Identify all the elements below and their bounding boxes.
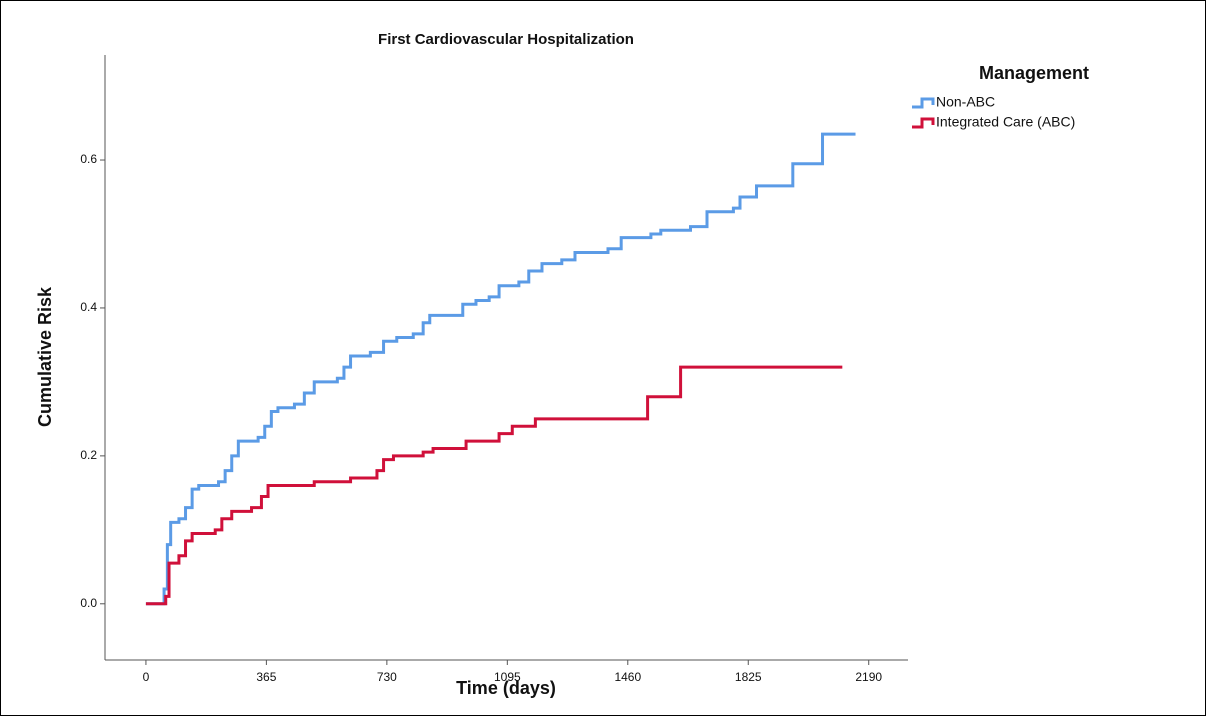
legend-label: Non-ABC: [936, 94, 995, 110]
series-line: [145, 365, 843, 606]
chart-title: First Cardiovascular Hospitalization: [378, 31, 634, 48]
x-tick-label: 1825: [735, 670, 762, 684]
y-tick-label: 0.2: [80, 448, 97, 462]
legend-swatch: [912, 97, 935, 109]
y-tick-label: 0.4: [80, 300, 97, 314]
legend-label: Integrated Care (ABC): [936, 114, 1075, 130]
x-tick-label: 2190: [855, 670, 882, 684]
legend-swatch: [912, 117, 935, 129]
x-tick-label: 730: [377, 670, 397, 684]
series-line: [145, 132, 856, 606]
x-tick-label: 1095: [494, 670, 521, 684]
legend-title: Management: [979, 63, 1089, 83]
x-tick-label: 0: [143, 670, 150, 684]
x-tick-label: 1460: [614, 670, 641, 684]
y-tick-label: 0.0: [80, 596, 97, 610]
x-axis-label: Time (days): [456, 678, 556, 698]
y-tick-label: 0.6: [80, 152, 97, 166]
x-tick-label: 365: [256, 670, 276, 684]
y-axis-label: Cumulative Risk: [35, 286, 55, 427]
